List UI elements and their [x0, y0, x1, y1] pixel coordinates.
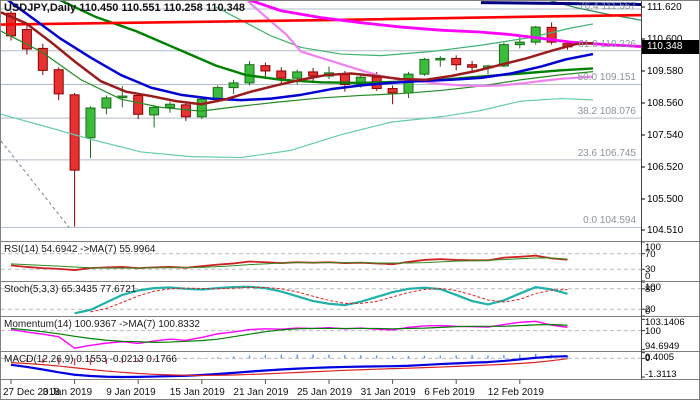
candle-body — [117, 95, 128, 99]
indicator-axis-label: 30 — [645, 264, 656, 276]
price-axis-label: 110.600 — [647, 33, 683, 45]
candle-body — [260, 65, 271, 72]
date-axis-label: 27 Dec 2018 — [3, 387, 60, 398]
fib-level-label: 38.2 108.076 — [577, 106, 636, 118]
rsi-panel-label: RSI(14) 54.6942 ->MA(7) 55.9964 — [4, 244, 156, 255]
stoch-d — [90, 286, 568, 313]
price-axis-label: 104.510 — [647, 225, 684, 237]
fib-level-label: 61.8 110.226 — [578, 38, 636, 50]
date-axis-label: 12 Feb 2019 — [487, 387, 544, 398]
candle-body — [37, 47, 48, 71]
candle-body — [149, 106, 160, 116]
indicator-axis-label: 0.4005 — [645, 352, 675, 363]
indicator-axis-label: 100 — [645, 282, 661, 293]
price-axis-label: 106.520 — [647, 161, 684, 173]
envelope-upper-lightgreen — [215, 6, 594, 57]
rsi-ma7 — [10, 257, 568, 269]
resistance-trendline-red — [1, 13, 642, 26]
candle-body — [244, 64, 255, 84]
price-axis-label: 108.560 — [647, 97, 684, 109]
stoch-k — [74, 285, 568, 315]
date-axis-label: 21 Jan 2019 — [233, 387, 289, 398]
candle-body — [69, 94, 80, 171]
candle-body — [308, 71, 319, 77]
candle-body — [180, 104, 191, 118]
candle-body — [21, 29, 32, 50]
candle-body — [498, 44, 509, 67]
candle-body — [514, 41, 525, 46]
indicator-axis-label: 94.6949 — [645, 341, 680, 352]
candle-body — [85, 107, 96, 139]
ma-green-thin — [1, 30, 594, 112]
indicator-axis-label: 103.1406 — [645, 317, 685, 328]
ma-magenta — [248, 1, 642, 48]
candle-body — [435, 57, 446, 61]
fib-level-label: 50.0 109.151 — [577, 72, 636, 84]
fib-level-label: 23.6 106.745 — [577, 147, 636, 159]
indicator-axis-label: 70 — [645, 248, 656, 260]
candle-body — [212, 87, 223, 100]
ma-blue — [6, 1, 594, 102]
candle-body — [165, 103, 175, 108]
momentum-panel-label: Momentum(14) 100.9367 ->MA(7) 100.8332 — [4, 319, 200, 330]
candle-body — [419, 58, 430, 75]
indicator-axis-label: 100 — [645, 242, 661, 253]
candle-body — [451, 57, 462, 66]
candle-body — [196, 98, 207, 118]
indicator-axis-label: 100 — [645, 325, 661, 337]
indicator-axis-label: -1.3113 — [645, 369, 677, 380]
candle-body — [387, 88, 398, 94]
envelope-lower-lightgreen — [1, 97, 594, 159]
indicator-axis-label: 20 — [645, 304, 656, 316]
current-price-box: 110.348 — [642, 39, 699, 54]
indicator-axis-label: 0 — [645, 353, 651, 365]
date-axis-label: 15 Jan 2019 — [169, 387, 225, 398]
fib-level-label: 76.4 111.557 — [579, 1, 636, 12]
date-axis-label: 6 Feb 2019 — [424, 387, 475, 398]
macd-main — [10, 355, 568, 379]
macd-panel-label: MACD(12,26,9) 0.1553 -0.0213 0.1766 — [4, 354, 177, 365]
candle-body — [467, 64, 478, 68]
candle-body — [133, 94, 144, 115]
momentum-ma7 — [10, 323, 568, 344]
indicator-axis-label: 0 — [645, 271, 651, 282]
fib-anchor-trendline — [1, 140, 70, 228]
candle-body — [101, 97, 112, 109]
candle-body — [403, 73, 414, 94]
price-axis-label: 111.620 — [647, 1, 682, 13]
candle-body — [546, 26, 557, 43]
price-axis-label: 105.500 — [647, 193, 684, 205]
price-axis-label: 107.540 — [647, 129, 684, 141]
candle-body — [530, 26, 541, 43]
indicator-axis-label: 80 — [645, 283, 656, 295]
fib-level-label: 0.0 104.594 — [583, 215, 636, 227]
ma-maroon — [1, 11, 594, 106]
navy-line-top — [480, 1, 642, 6]
macd-signal — [10, 358, 568, 377]
candle-body — [292, 71, 303, 79]
candle-body — [228, 82, 239, 89]
stochastic-panel-label: Stoch(5,3,3) 65.3435 77.6721 — [4, 284, 137, 295]
date-axis-label: 9 Jan 2019 — [106, 387, 156, 398]
candle-body — [53, 69, 64, 95]
candle-body — [276, 70, 287, 79]
indicator-axis-label: 0 — [645, 306, 651, 317]
chart-title: USDJPY,Daily 110.450 110.551 110.258 110… — [4, 2, 245, 14]
date-axis-label: 25 Jan 2019 — [297, 387, 353, 398]
date-axis-label: 3 Jan 2019 — [42, 387, 93, 398]
date-axis-label: 31 Jan 2019 — [360, 387, 416, 398]
price-axis-label: 109.580 — [647, 65, 684, 77]
